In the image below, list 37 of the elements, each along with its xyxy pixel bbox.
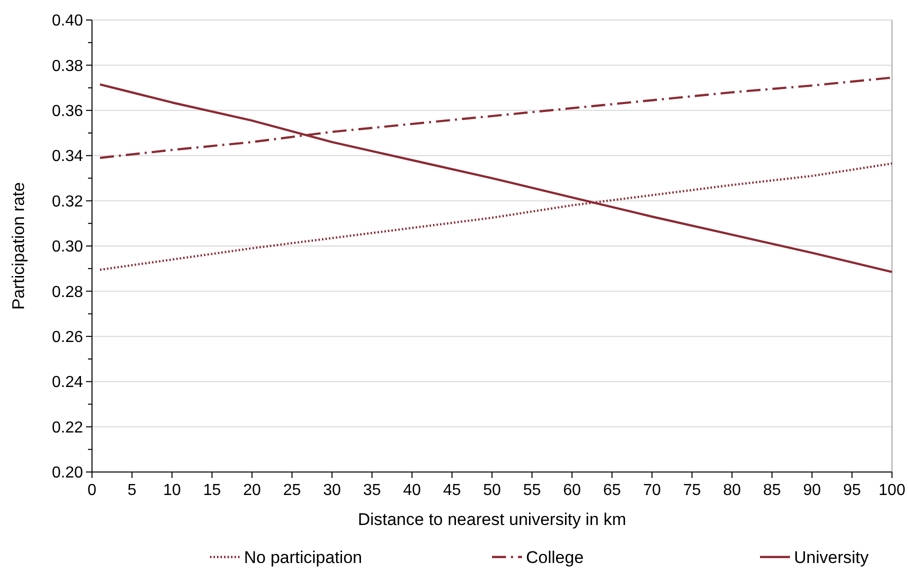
y-tick-label: 0.30 [52,238,84,256]
y-tick-label: 0.40 [52,12,84,30]
legend-label: No participation [244,548,362,567]
x-tick-label: 35 [363,482,381,499]
y-tick-label: 0.32 [52,193,84,210]
x-tick-label: 0 [88,482,97,499]
x-tick-label: 70 [643,482,661,499]
y-tick-label: 0.28 [52,284,84,301]
x-tick-label: 95 [843,482,861,499]
x-tick-label: 75 [683,482,701,499]
x-tick-label: 30 [323,482,341,499]
x-tick-label: 50 [483,482,501,499]
y-tick-label: 0.20 [52,464,84,482]
x-tick-label: 90 [803,482,821,499]
x-tick-label: 65 [603,482,621,499]
x-tick-label: 5 [128,482,137,499]
x-tick-label: 60 [563,482,581,499]
x-tick-label: 25 [283,482,301,499]
x-tick-label: 100 [878,482,906,499]
y-axis-title: Participation rate [9,182,28,310]
x-tick-label: 85 [763,482,781,499]
y-tick-label: 0.24 [52,374,84,392]
legend-label: University [794,548,870,567]
y-tick-label: 0.38 [52,58,84,75]
x-axis-title: Distance to nearest university in km [358,510,626,529]
x-tick-label: 20 [243,482,261,499]
y-tick-label: 0.36 [52,103,84,120]
x-tick-label: 15 [203,482,221,499]
y-tick-label: 0.22 [52,419,84,436]
legend-label: College [526,548,584,567]
x-tick-label: 10 [163,482,181,499]
x-tick-label: 55 [523,482,541,499]
y-tick-label: 0.26 [52,329,84,346]
x-tick-label: 80 [723,482,741,499]
x-tick-label: 45 [443,482,461,499]
x-tick-label: 40 [403,482,421,499]
y-tick-label: 0.34 [52,148,84,166]
